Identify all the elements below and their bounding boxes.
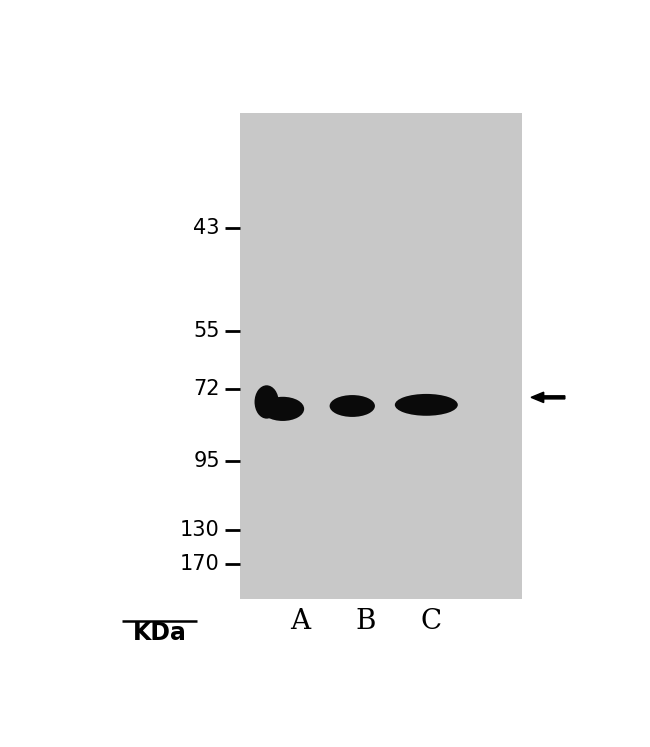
Text: 72: 72 (193, 379, 220, 399)
Text: C: C (421, 608, 442, 635)
Ellipse shape (255, 385, 279, 418)
Bar (240, 113, 522, 598)
Ellipse shape (395, 394, 458, 416)
Text: A: A (291, 608, 311, 635)
Text: 55: 55 (193, 321, 220, 341)
Text: 130: 130 (180, 520, 220, 539)
Ellipse shape (330, 395, 375, 417)
Ellipse shape (261, 397, 304, 421)
FancyArrow shape (531, 392, 565, 403)
Text: 43: 43 (193, 217, 220, 238)
Text: 95: 95 (193, 450, 220, 471)
Text: B: B (356, 608, 376, 635)
Text: 170: 170 (180, 554, 220, 574)
Text: KDa: KDa (133, 622, 187, 645)
